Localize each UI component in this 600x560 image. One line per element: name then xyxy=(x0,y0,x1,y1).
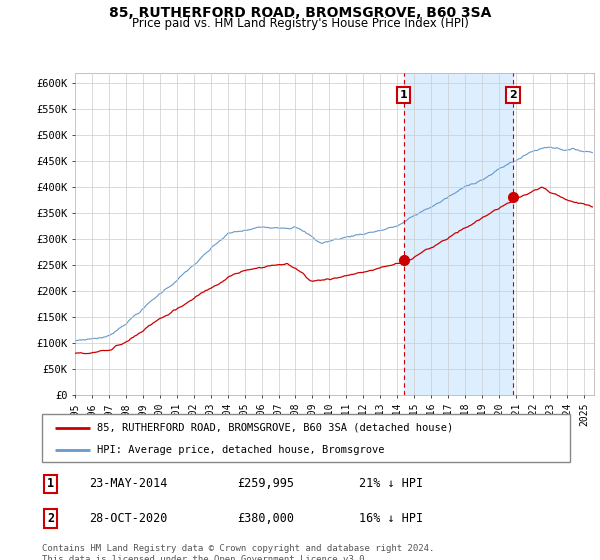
Text: 1: 1 xyxy=(400,90,407,100)
Text: 2: 2 xyxy=(509,90,517,100)
Text: £380,000: £380,000 xyxy=(238,512,295,525)
Text: 2: 2 xyxy=(47,512,55,525)
Text: 21% ↓ HPI: 21% ↓ HPI xyxy=(359,478,423,491)
Text: 85, RUTHERFORD ROAD, BROMSGROVE, B60 3SA: 85, RUTHERFORD ROAD, BROMSGROVE, B60 3SA xyxy=(109,6,491,20)
Text: 16% ↓ HPI: 16% ↓ HPI xyxy=(359,512,423,525)
Text: 28-OCT-2020: 28-OCT-2020 xyxy=(89,512,168,525)
Text: £259,995: £259,995 xyxy=(238,478,295,491)
Text: 85, RUTHERFORD ROAD, BROMSGROVE, B60 3SA (detached house): 85, RUTHERFORD ROAD, BROMSGROVE, B60 3SA… xyxy=(97,423,454,433)
Text: Price paid vs. HM Land Registry's House Price Index (HPI): Price paid vs. HM Land Registry's House … xyxy=(131,17,469,30)
Text: 23-MAY-2014: 23-MAY-2014 xyxy=(89,478,168,491)
Bar xyxy=(404,73,513,395)
Text: Contains HM Land Registry data © Crown copyright and database right 2024.
This d: Contains HM Land Registry data © Crown c… xyxy=(42,544,434,560)
FancyBboxPatch shape xyxy=(42,414,570,462)
Text: HPI: Average price, detached house, Bromsgrove: HPI: Average price, detached house, Brom… xyxy=(97,445,385,455)
Text: 1: 1 xyxy=(47,478,55,491)
